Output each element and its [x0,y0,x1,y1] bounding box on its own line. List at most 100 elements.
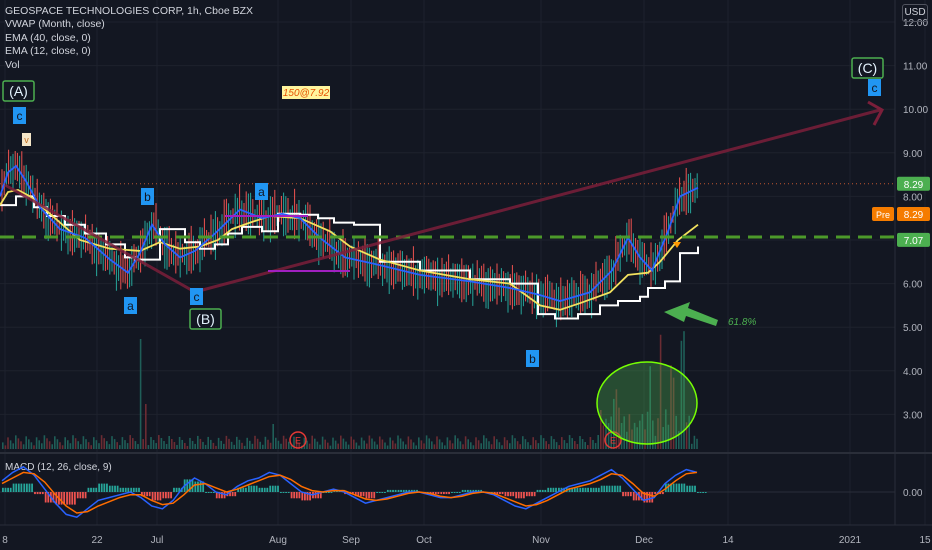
sub-a-label-box [124,297,137,314]
volume-bar [116,442,118,449]
time-tick-label: Oct [416,535,432,546]
volume-bar [470,442,472,449]
volume-bar [93,437,95,449]
macd-histogram-bar [507,492,509,497]
macd-histogram-bar [680,483,683,492]
macd-histogram-bar [704,492,707,493]
macd-histogram-bar [221,492,223,499]
volume-bar [480,443,482,449]
volume-bar [4,445,7,449]
volume-bar [618,407,620,449]
volume-bar [2,442,4,449]
macd-histogram-bar [7,487,9,492]
macd-histogram-bar [154,492,157,501]
macd-histogram-bar [434,492,437,495]
volume-legend[interactable]: Vol [5,58,20,71]
macd-histogram-bar [694,485,696,492]
volume-bar [181,439,183,449]
sub-c-label: c [17,109,23,123]
volume-bar [82,436,85,449]
volume-bar [386,445,389,449]
macd-histogram-bar [563,487,565,492]
macd-histogram-bar [413,489,416,492]
sub-b-label: b [529,352,536,366]
volume-bar [639,420,641,449]
volume-bar [691,443,693,449]
volume-bar [275,437,277,449]
symbol-title[interactable]: GEOSPACE TECHNOLOGIES CORP, 1h, Cboe BZX [5,5,254,17]
volume-bar [124,440,126,449]
macd-histogram-bar [164,492,167,499]
macd-histogram-bar [170,492,172,499]
macd-histogram-bar [197,481,199,492]
macd-histogram-bar [90,487,92,492]
sub-c-label: c [194,290,200,304]
ema40-legend[interactable]: EMA (40, close, 0) [5,31,91,44]
volume-bar [72,435,74,449]
volume-bar [142,439,144,449]
ema12-legend[interactable]: EMA (12, close, 0) [5,45,91,58]
volume-bar [589,437,592,449]
macd-histogram-bar [301,492,304,501]
macd-histogram-bar [306,492,309,501]
volume-bar [298,442,300,449]
volume-bar [241,442,243,449]
volume-bar [314,438,316,449]
macd-histogram-bar [4,487,7,492]
macd-histogram-bar [130,487,133,492]
macd-histogram-bar [381,492,384,493]
macd-histogram-bar [517,492,520,499]
volume-bar [381,439,384,449]
vwap-legend[interactable]: VWAP (Month, close) [5,18,105,31]
volume-bar [350,436,352,449]
macd-histogram-bar [167,492,170,499]
volume-bar [137,444,139,449]
macd-histogram-bar [52,492,55,503]
volume-bar [199,438,202,449]
volume-bar [33,445,35,449]
macd-histogram-bar [210,492,213,493]
price-tick-label: 8.00 [903,192,923,203]
macd-histogram-bar [132,487,135,492]
macd-histogram-bar [122,487,125,492]
volume-bar [56,439,59,449]
volume-bar [220,440,222,449]
macd-histogram-bar [603,485,606,492]
macd-histogram-bar [162,492,165,499]
volume-bar [61,445,64,449]
volume-bar [9,440,12,449]
volume-bar [108,444,111,449]
macd-histogram-bar [688,485,691,492]
macd-histogram-bar [370,492,373,499]
volume-bar [405,444,407,449]
macd-histogram-bar [629,492,632,497]
macd-histogram-bar [295,492,298,499]
volume-bar [407,436,410,449]
volume-bar [555,442,558,449]
macd-histogram-bar [509,492,512,497]
volume-bar [254,435,256,449]
time-tick-label: 2021 [839,535,862,546]
volume-bar [568,435,571,449]
volume-bar [678,431,680,449]
support-price-tag-box [897,232,930,247]
volume-bar [15,435,17,449]
volume-bar [256,438,259,449]
volume-bar [558,445,560,449]
indicator-lines [0,149,699,328]
volume-bar [535,440,537,449]
wave-a-label: (A) [9,83,28,99]
macd-histogram-bar [549,487,552,492]
currency-button[interactable]: USD [902,4,928,22]
macd-histogram-bar [558,487,560,492]
macd-histogram-bar [73,492,76,505]
macd-histogram-bar [440,492,443,495]
volume-bar [483,435,485,449]
macd-histogram-bar [287,492,290,493]
time-axis[interactable]: 8 22 Jul Aug Sep Oct Nov Dec 14 2021 15 [2,535,931,546]
macd-histogram-bar [34,492,36,495]
price-tick-label: 3.00 [903,410,923,421]
macd-histogram-bar [108,485,111,492]
macd-histogram-bar [466,489,469,492]
